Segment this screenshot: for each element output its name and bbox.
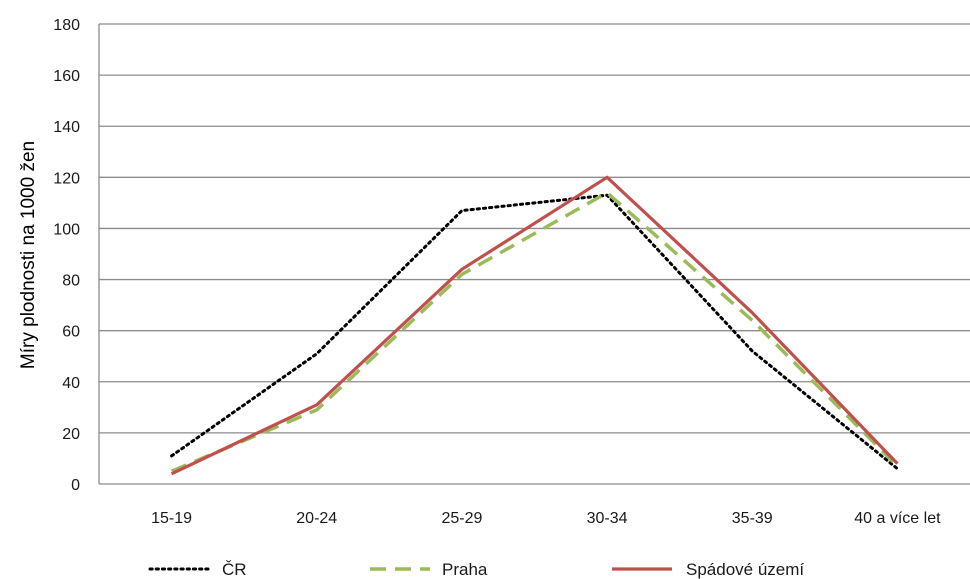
x-tick-label: 30-34: [587, 510, 628, 527]
gridlines: [98, 23, 970, 485]
x-tick-label: 35-39: [732, 510, 773, 527]
y-tick-label: 0: [71, 477, 80, 494]
x-tick-label: 20-24: [296, 510, 337, 527]
series-line: [170, 175, 899, 476]
y-tick-label: 100: [53, 221, 80, 238]
y-tick-label: 80: [62, 273, 80, 290]
legend-label: ČR: [222, 560, 247, 579]
series-line: [170, 193, 899, 471]
y-tick-label: 120: [53, 170, 80, 187]
series-line: [170, 190, 899, 473]
legend-label: Spádové území: [686, 560, 804, 579]
y-axis-title: Míry plodnosti na 1000 žen: [18, 141, 39, 369]
y-tick-label: 160: [53, 68, 80, 85]
legend: ČR Praha Spádové území: [148, 560, 804, 579]
x-tick-label: 15-19: [151, 510, 192, 527]
legend-label: Praha: [442, 560, 488, 579]
series-lines: [170, 175, 899, 476]
y-tick-label: 180: [53, 17, 80, 34]
x-tick-label: 40 a více let: [854, 510, 941, 527]
y-tick-label: 140: [53, 119, 80, 136]
y-axis-tick-labels: 0 20 40 60 80 100 120 140 160 180: [53, 17, 80, 494]
x-tick-label: 25-29: [441, 510, 482, 527]
y-tick-label: 20: [62, 426, 80, 443]
y-tick-label: 60: [62, 324, 80, 341]
y-tick-label: 40: [62, 375, 80, 392]
x-axis-tick-labels: 15-19 20-24 25-29 30-34 35-39 40 a více let: [151, 510, 941, 527]
